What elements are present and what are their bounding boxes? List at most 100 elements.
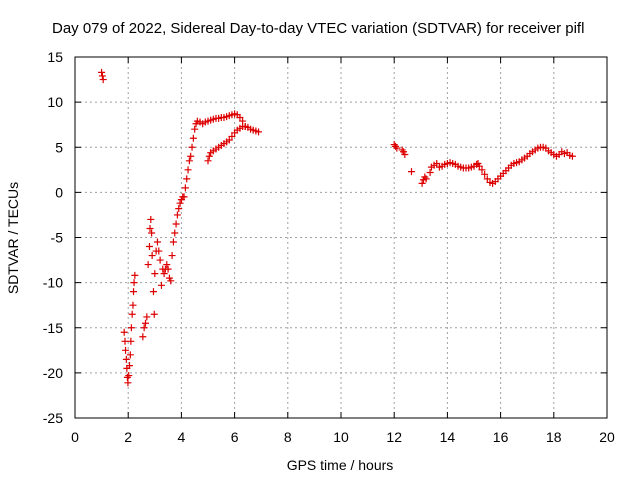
data-point [120,328,128,336]
data-point [392,142,400,150]
y-tick-label: -25 [43,410,63,426]
data-point [568,152,576,160]
data-point [401,150,409,158]
data-point [125,372,133,380]
data-point [164,265,172,273]
data-point [433,159,441,167]
x-tick-label: 6 [231,429,239,445]
data-point [183,175,191,183]
x-tick-label: 0 [71,429,79,445]
x-tick-label: 4 [178,429,186,445]
data-point [176,199,184,207]
x-tick-label: 2 [124,429,132,445]
data-point [153,238,161,246]
data-point [128,310,136,318]
data-point [168,252,176,260]
data-point [126,351,134,359]
data-point [475,162,483,170]
data-point [255,128,263,136]
data-point [169,238,177,246]
data-point [175,205,183,213]
y-tick-label: 0 [55,184,63,200]
data-point [130,288,138,296]
data-point [163,261,171,269]
data-point [167,277,175,285]
y-tick-label: -15 [43,320,63,336]
data-point [160,270,168,278]
y-tick-label: 5 [55,139,63,155]
y-tick-label: 15 [47,49,63,65]
y-tick-label: -5 [51,230,64,246]
data-point [481,170,489,178]
data-point [99,76,107,84]
data-point [236,113,244,121]
x-tick-label: 8 [284,429,292,445]
data-point [144,261,152,269]
data-point [98,72,106,80]
grid-lines [75,57,607,418]
x-axis-label: GPS time / hours [287,457,394,473]
data-point [140,324,148,332]
data-point [127,324,135,332]
data-point [172,220,180,228]
data-point [171,229,179,237]
x-tick-label: 20 [599,429,615,445]
data-point [150,310,158,318]
x-tick-label: 12 [386,429,402,445]
data-point [422,175,430,183]
data-point [180,193,188,201]
data-point [228,132,236,140]
data-point [149,288,157,296]
y-tick-label: 10 [47,94,63,110]
x-tick-label: 14 [440,429,456,445]
data-point [147,215,155,223]
data-point [121,337,129,345]
data-point [181,184,189,192]
x-tick-label: 16 [493,429,509,445]
data-point [426,169,434,177]
data-point [418,179,426,187]
data-point [131,271,139,279]
data-point [483,175,491,183]
data-point [204,157,212,165]
data-point [157,281,165,289]
data-point [126,362,134,370]
data-point [122,346,130,354]
chart-title: Day 079 of 2022, Sidereal Day-to-day VTE… [52,20,584,37]
data-point [98,68,106,76]
y-tick-label: -10 [43,275,63,291]
data-point [145,243,153,251]
data-point [189,134,197,142]
data-point [187,152,195,160]
data-point [205,152,213,160]
data-point [139,333,147,341]
data-point [143,313,151,321]
data-point [141,319,149,327]
data-point [124,379,132,387]
data-point [155,247,163,255]
data-point [148,229,156,237]
data-point [151,270,159,278]
x-tick-label: 10 [333,429,349,445]
data-point [225,136,233,144]
data-point [156,256,164,264]
data-point [173,211,181,219]
data-point [122,355,130,363]
y-axis-label: SDTVAR / TECUs [5,182,21,294]
data-point [127,337,135,345]
data-point [185,157,193,165]
data-point [148,252,156,260]
data-point [188,143,196,151]
data-point [407,168,415,176]
data-point [184,166,192,174]
data-point [146,224,154,232]
axis-ticks: 0 2 4 6 8 10 12 14 16 18 20 -25 -20 -15 -10 -5 0 5 10 15 [43,49,615,445]
data-point [130,279,138,287]
y-tick-label: -20 [43,365,63,381]
x-tick-label: 18 [546,429,562,445]
data-point [478,166,486,174]
data-point [129,301,137,309]
data-point [191,125,199,133]
data-points [98,68,576,387]
